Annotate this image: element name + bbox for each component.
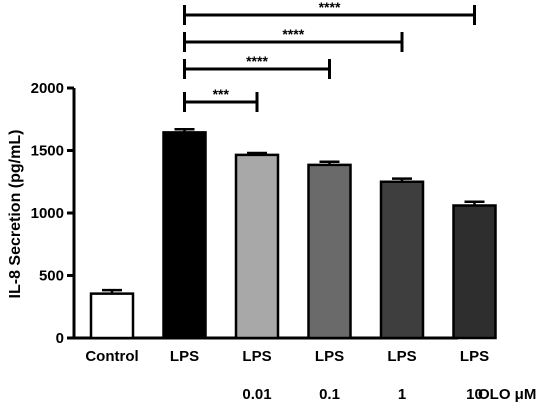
x-category-label: LPS xyxy=(387,348,416,365)
bar xyxy=(452,204,497,340)
x-category-label: Control xyxy=(85,348,138,365)
bar xyxy=(89,292,135,340)
y-tick-label: 0 xyxy=(56,330,64,347)
y-axis-label: IL-8 Secretion (pg/mL) xyxy=(7,130,24,299)
x-category-label: LPS xyxy=(315,348,344,365)
concentration-unit-label: OLO μM xyxy=(478,386,536,403)
axes: 0 500 1000 1500 2000 xyxy=(31,80,458,347)
concentration-label: 0.01 xyxy=(242,386,271,403)
significance-label: **** xyxy=(319,0,341,15)
significance-brackets: *************** xyxy=(183,0,476,112)
bar xyxy=(379,180,425,340)
y-tick-label: 1000 xyxy=(31,205,64,222)
bar xyxy=(162,131,207,340)
y-tick-label: 500 xyxy=(39,268,64,285)
x-category-label: LPS xyxy=(242,348,271,365)
significance-label: *** xyxy=(213,86,230,102)
concentration-label: 1 xyxy=(398,386,406,403)
x-category-label: LPS xyxy=(170,348,199,365)
bar xyxy=(234,153,280,340)
y-tick-label: 1500 xyxy=(31,143,64,160)
bars: Control LPS LPS 0.01 LPS 0.1 LPS 1 LPS 10 xyxy=(85,128,497,403)
concentration-label: 10 xyxy=(466,386,483,403)
bar xyxy=(307,163,352,340)
x-category-label: LPS xyxy=(460,348,489,365)
concentration-label: 0.1 xyxy=(319,386,340,403)
significance-label: **** xyxy=(246,53,268,69)
y-tick-label: 2000 xyxy=(31,80,64,97)
significance-label: **** xyxy=(282,26,304,42)
